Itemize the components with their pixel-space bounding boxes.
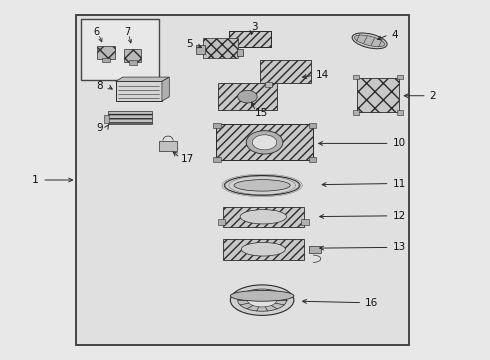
Bar (203, 39, 238, 58)
Bar (265, 82, 272, 87)
Bar (237, 49, 243, 56)
Text: 1: 1 (32, 175, 39, 185)
Bar (397, 75, 403, 79)
Text: 4: 4 (392, 30, 398, 40)
Text: 8: 8 (97, 81, 103, 91)
Text: 15: 15 (255, 108, 268, 118)
Ellipse shape (234, 180, 290, 191)
Bar (159, 140, 176, 151)
Text: 16: 16 (365, 298, 378, 308)
Bar (97, 46, 115, 59)
Bar (223, 239, 304, 260)
Ellipse shape (246, 131, 283, 154)
Text: 7: 7 (124, 27, 131, 37)
Ellipse shape (240, 210, 287, 224)
Text: 17: 17 (180, 154, 194, 164)
Text: 3: 3 (251, 22, 258, 32)
Ellipse shape (247, 293, 277, 307)
Ellipse shape (355, 35, 385, 47)
Ellipse shape (230, 291, 294, 301)
Bar (260, 60, 311, 83)
Bar (102, 58, 110, 62)
Bar (309, 123, 316, 128)
Text: 12: 12 (392, 211, 406, 221)
Ellipse shape (252, 135, 277, 150)
Polygon shape (162, 77, 169, 101)
Bar (196, 45, 205, 54)
Bar (309, 157, 316, 162)
Bar (108, 111, 152, 125)
Text: 2: 2 (430, 91, 436, 101)
Bar (116, 81, 162, 101)
Bar (301, 220, 309, 225)
Text: 10: 10 (392, 139, 406, 148)
Bar (397, 111, 403, 115)
Ellipse shape (224, 176, 300, 195)
Bar (353, 111, 359, 115)
Text: 14: 14 (316, 70, 329, 80)
Text: 5: 5 (186, 40, 193, 49)
Bar (218, 220, 225, 225)
Ellipse shape (238, 90, 257, 103)
Ellipse shape (352, 33, 387, 49)
Ellipse shape (230, 285, 294, 315)
Bar (357, 78, 399, 112)
Bar (129, 60, 137, 64)
Bar (216, 125, 314, 160)
Bar (213, 123, 220, 128)
Bar (81, 19, 159, 80)
Bar (218, 83, 277, 110)
Bar (309, 246, 321, 253)
Bar (104, 116, 109, 123)
Text: 11: 11 (392, 179, 406, 189)
Bar (353, 75, 359, 79)
Bar (229, 31, 271, 47)
Bar (124, 49, 142, 62)
Bar (223, 207, 304, 226)
Ellipse shape (242, 242, 285, 256)
Text: 9: 9 (97, 123, 103, 133)
Ellipse shape (238, 289, 287, 311)
Bar (213, 157, 220, 162)
Text: 13: 13 (392, 242, 406, 252)
Bar (76, 15, 409, 345)
Polygon shape (116, 77, 169, 81)
Text: 6: 6 (93, 27, 99, 37)
